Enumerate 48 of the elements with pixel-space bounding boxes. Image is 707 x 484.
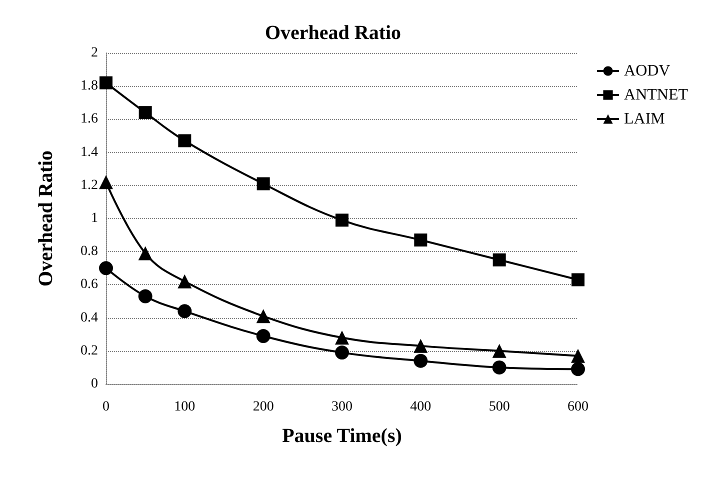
point [178, 134, 192, 148]
x-tick-label: 600 [568, 400, 588, 414]
point [414, 354, 428, 368]
point [572, 273, 584, 286]
y-tick-label: 0.4 [80, 310, 98, 326]
legend-label: ANTNET [624, 86, 688, 104]
legend-label: LAIM [624, 110, 665, 128]
point [256, 177, 270, 190]
point [335, 330, 349, 345]
x-tick-label: 0 [102, 400, 110, 414]
y-tick-label: 1.2 [80, 178, 98, 193]
y-axis-title: Overhead Ratio [35, 150, 57, 287]
point [178, 274, 192, 288]
y-tick-label: 0 [91, 376, 98, 392]
point [99, 175, 113, 190]
point [492, 253, 506, 266]
point [100, 76, 112, 90]
point [256, 329, 270, 343]
y-tick-label: 0.8 [80, 244, 98, 260]
point [256, 309, 270, 324]
point [138, 106, 152, 120]
x-tick-label: 300 [332, 400, 352, 414]
y-tick-label: 1.8 [80, 78, 98, 94]
y-tick-label: 1 [91, 211, 98, 226]
point [178, 304, 192, 318]
point [99, 261, 113, 276]
x-tick-label: 500 [488, 400, 510, 414]
point [492, 344, 506, 358]
x-tick-label: 400 [410, 400, 432, 414]
point [138, 289, 152, 304]
chart-title: Overhead Ratio [264, 22, 402, 44]
point [138, 246, 152, 260]
x-tick-label: 100 [174, 400, 196, 414]
point [571, 362, 585, 376]
y-tick-label: 1.4 [80, 144, 98, 160]
x-tick-label: 200 [252, 400, 274, 414]
point [414, 338, 428, 353]
point [414, 234, 428, 247]
y-tick-label: 2 [91, 46, 98, 60]
point [571, 348, 585, 363]
y-tick-label: 0.2 [80, 343, 98, 358]
point [492, 360, 506, 374]
y-tick-label: 0.6 [80, 277, 98, 292]
x-axis-title: Pause Time(s) [282, 425, 402, 447]
point [336, 214, 348, 227]
point [335, 346, 349, 360]
legend-label: AODV [624, 62, 671, 80]
y-tick-label: 1.6 [80, 112, 98, 127]
